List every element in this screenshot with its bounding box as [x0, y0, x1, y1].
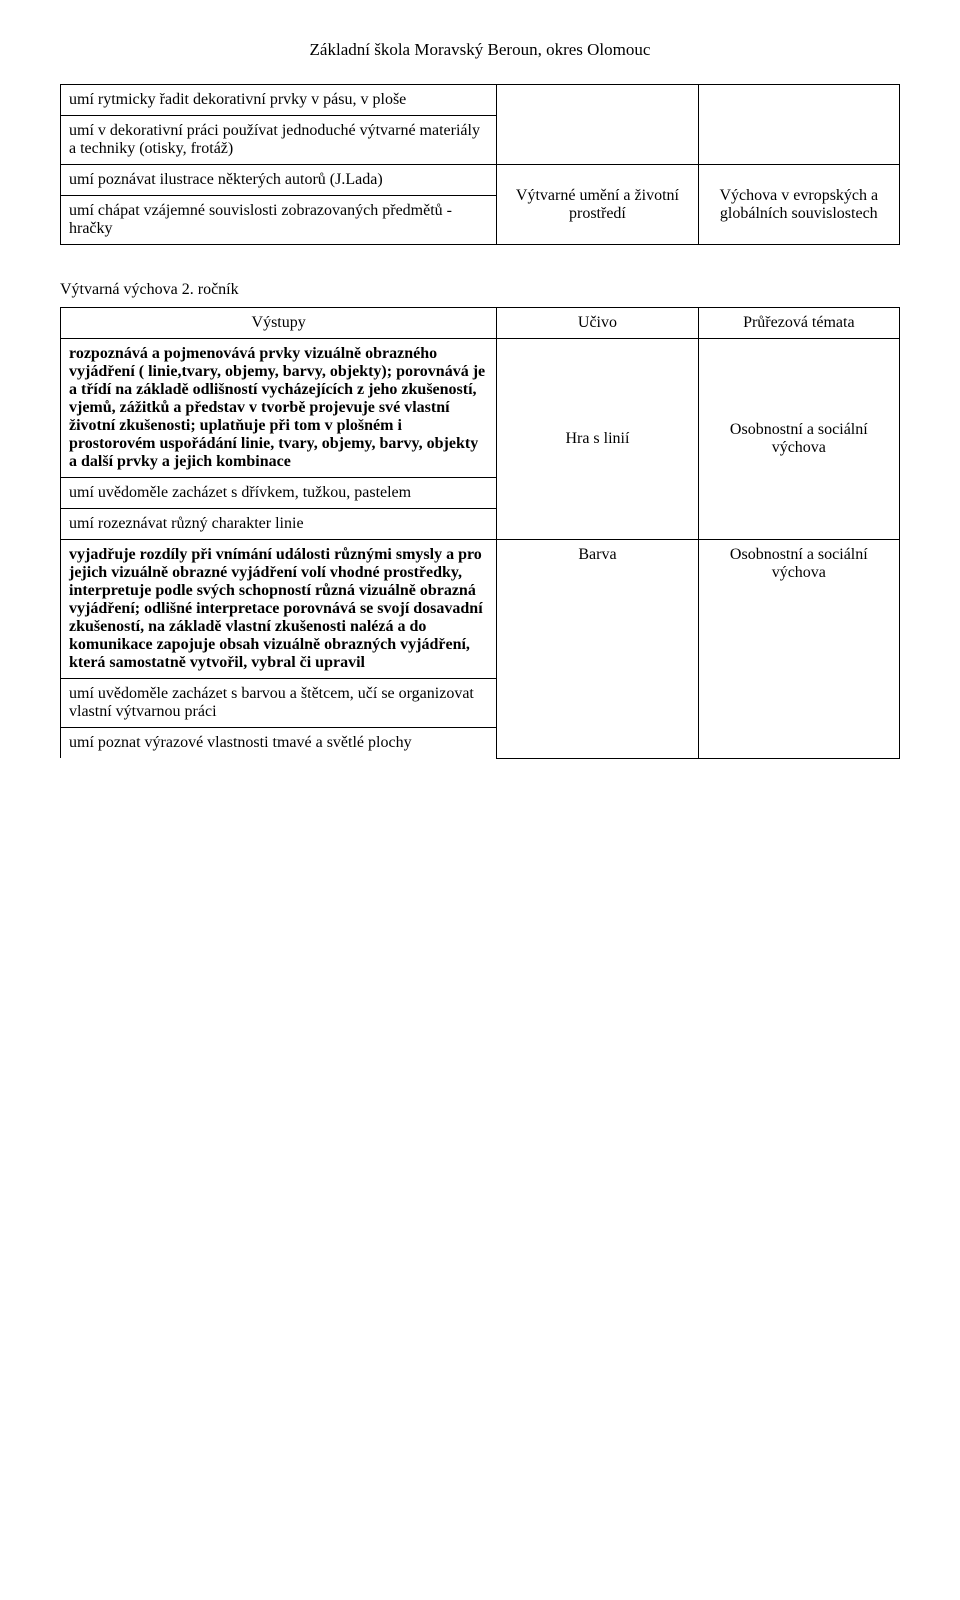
- t1-c-empty: [698, 85, 899, 165]
- t2-c2: Osobnostní a sociální výchova: [698, 540, 899, 759]
- table-2: Výstupy Učivo Průřezová témata rozpoznáv…: [60, 307, 900, 759]
- t1-b-empty: [497, 85, 698, 165]
- t2-head-b: Učivo: [497, 308, 698, 339]
- t2-r2: umí uvědoměle zacházet s dřívkem, tužkou…: [61, 478, 497, 509]
- t2-r3: umí rozeznávat různý charakter linie: [61, 509, 497, 540]
- page-header: Základní škola Moravský Beroun, okres Ol…: [60, 40, 900, 60]
- t2-r5: umí uvědoměle zacházet s barvou a štětce…: [61, 679, 497, 728]
- t2-head-c: Průřezová témata: [698, 308, 899, 339]
- t1-r3: umí poznávat ilustrace některých autorů …: [61, 165, 497, 196]
- t1-r1: umí rytmicky řadit dekorativní prvky v p…: [61, 85, 497, 116]
- t2-r4: vyjadřuje rozdíly při vnímání události r…: [61, 540, 497, 679]
- table-1: umí rytmicky řadit dekorativní prvky v p…: [60, 84, 900, 245]
- t1-colB: Výtvarné umění a životní prostředí: [497, 165, 698, 245]
- t1-colC: Výchova v evropských a globálních souvis…: [698, 165, 899, 245]
- t2-r6: umí poznat výrazové vlastnosti tmavé a s…: [61, 728, 497, 759]
- t2-c1: Osobnostní a sociální výchova: [698, 339, 899, 540]
- t2-head-a: Výstupy: [61, 308, 497, 339]
- t1-r4: umí chápat vzájemné souvislosti zobrazov…: [61, 196, 497, 245]
- t2-r1: rozpoznává a pojmenovává prvky vizuálně …: [61, 339, 497, 478]
- t2-b2: Barva: [497, 540, 698, 759]
- t1-r2: umí v dekorativní práci používat jednodu…: [61, 116, 497, 165]
- section-2-title: Výtvarná výchova 2. ročník: [60, 281, 900, 299]
- t2-b1: Hra s linií: [497, 339, 698, 540]
